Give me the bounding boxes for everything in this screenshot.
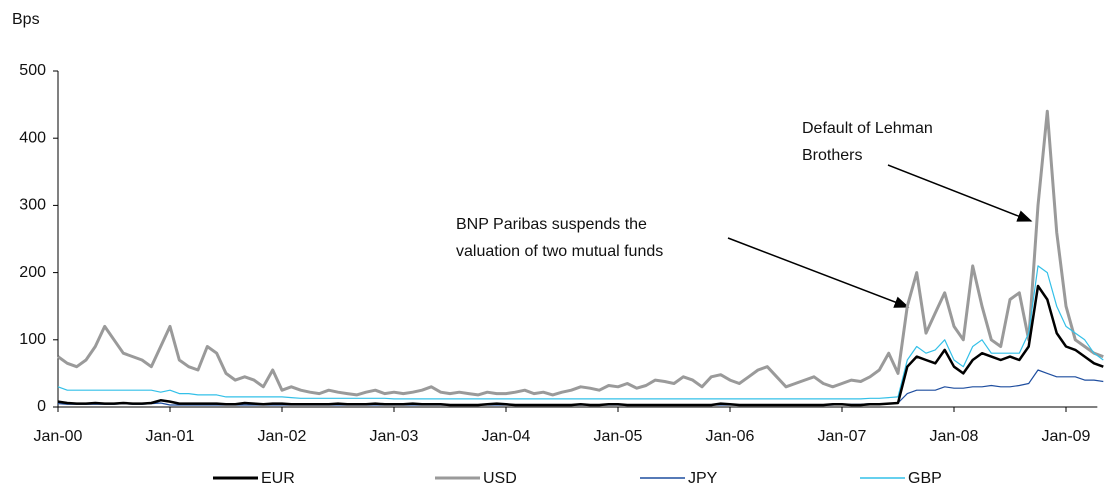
x-tick-label: Jan-08 [930,428,979,445]
line-series [57,284,1104,407]
y-tick-label: 200 [19,264,46,281]
annotation: valuation of two mutual funds [456,243,663,260]
x-tick-label: Jan-02 [258,428,307,445]
line-series [57,109,1104,397]
legend-label: USD [483,470,517,487]
annotation: BNP Paribas suspends the [456,216,647,233]
line-series [57,265,1104,400]
annotation: Brothers [802,147,862,164]
legend-label: JPY [688,470,718,487]
y-tick-label: 0 [37,398,46,415]
y-tick-label: 500 [19,62,46,79]
annotation: Default of Lehman [802,120,933,137]
x-tick-label: Jan-01 [146,428,195,445]
annotation-arrow [727,237,910,308]
y-tick-label: 400 [19,129,46,146]
legend-label: GBP [908,470,942,487]
x-tick-label: Jan-06 [706,428,755,445]
x-tick-label: Jan-03 [370,428,419,445]
legend-label: EUR [261,470,295,487]
y-axis-label: Bps [12,11,40,28]
x-tick-label: Jan-05 [594,428,643,445]
x-tick-label: Jan-07 [818,428,867,445]
x-tick-label: Jan-09 [1042,428,1091,445]
x-tick-label: Jan-00 [34,428,83,445]
x-tick-label: Jan-04 [482,428,531,445]
y-tick-label: 300 [19,197,46,214]
annotation-arrow [887,164,1033,222]
y-tick-label: 100 [19,331,46,348]
